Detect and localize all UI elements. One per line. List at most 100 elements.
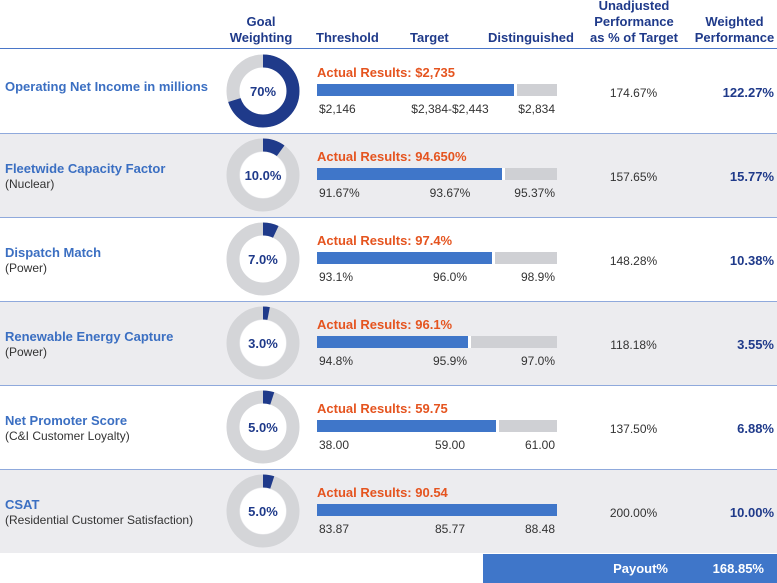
weighted-performance: 15.77%	[729, 169, 774, 184]
weighting-donut	[226, 306, 300, 380]
target-value: 95.9%	[432, 354, 468, 368]
header-distinguished: Distinguished	[488, 30, 574, 45]
result-bar-fill	[317, 168, 502, 180]
metric-subtitle: (Nuclear)	[5, 177, 55, 191]
unadjusted-performance: 174.67%	[609, 86, 658, 100]
result-bar-gap	[502, 168, 505, 180]
unadjusted-performance: 118.18%	[610, 338, 657, 352]
threshold-value: 94.8%	[319, 354, 354, 368]
header-threshold: Threshold	[316, 30, 379, 45]
weighting-value: 70%	[249, 84, 277, 99]
distinguished-value: $2,834	[518, 102, 555, 116]
result-bar-fill	[317, 504, 557, 516]
weighting-value: 10.0%	[244, 168, 282, 183]
result-bar-fill	[317, 420, 496, 432]
metric-name: Fleetwide Capacity Factor	[5, 161, 166, 176]
header-unadjusted: Unadjusted Performance as % of Target	[584, 0, 684, 46]
row-separator	[0, 301, 777, 302]
donut-weighting-arc	[226, 222, 300, 296]
weighted-performance: 3.55%	[737, 337, 774, 352]
weighting-donut	[226, 474, 300, 548]
distinguished-value: 88.48	[524, 522, 555, 536]
weighted-performance: 6.88%	[737, 421, 774, 436]
actual-results: Actual Results: 96.1%	[317, 317, 453, 332]
donut-center	[240, 68, 286, 114]
unadjusted-performance: 157.65%	[609, 170, 658, 184]
header-unadjusted-line1: Unadjusted	[598, 0, 670, 13]
weighting-donut	[226, 54, 300, 128]
metric-name: Dispatch Match	[5, 245, 102, 260]
target-value: 85.77	[434, 522, 466, 536]
metric-name: CSAT	[5, 497, 40, 512]
weighted-performance: 122.27%	[722, 85, 774, 100]
header-rule	[0, 48, 777, 49]
result-bar-fill	[317, 84, 514, 96]
actual-results: Actual Results: $2,735	[317, 65, 456, 80]
payout-value: 168.85%	[712, 561, 764, 576]
result-bar-gap	[496, 420, 499, 432]
actual-results: Actual Results: 94.650%	[317, 149, 467, 164]
header-goal-weighting: Goal Weighting	[222, 14, 300, 46]
weighted-performance: 10.00%	[729, 505, 774, 520]
distinguished-value: 95.37%	[514, 186, 555, 200]
header-goal-line1: Goal	[246, 14, 276, 29]
threshold-value: $2,146	[319, 102, 356, 116]
result-bar-gap	[514, 84, 517, 96]
donut-center	[240, 488, 286, 534]
result-bar-gap	[492, 252, 495, 264]
header-unadjusted-line3: as % of Target	[590, 30, 678, 45]
header-target: Target	[410, 30, 449, 45]
header-weighted-line2: Performance	[694, 30, 775, 45]
donut-center	[240, 236, 286, 282]
metric-subtitle: (Residential Customer Satisfaction)	[5, 513, 194, 527]
donut-weighting-arc	[226, 54, 300, 128]
threshold-value: 91.67%	[319, 186, 360, 200]
row-separator	[0, 217, 777, 218]
header-goal-line2: Weighting	[229, 30, 293, 45]
payout-label: Payout%	[613, 561, 668, 576]
result-bar-fill	[317, 252, 492, 264]
actual-results: Actual Results: 59.75	[317, 401, 448, 416]
result-bar-gap	[468, 336, 471, 348]
metric-subtitle: (Power)	[5, 261, 48, 275]
header-weighted-line1: Weighted	[705, 14, 764, 29]
actual-results: Actual Results: 97.4%	[317, 233, 453, 248]
unadjusted-performance: 137.50%	[609, 422, 658, 436]
metric-name: Operating Net Income in millions	[5, 79, 208, 94]
weighting-value: 7.0%	[248, 252, 278, 267]
donut-center	[240, 404, 286, 450]
target-value: 93.67%	[429, 186, 471, 200]
metric-name: Net Promoter Score	[5, 413, 128, 428]
result-bar-fill	[317, 336, 468, 348]
weighting-value: 5.0%	[248, 504, 278, 519]
distinguished-value: 97.0%	[520, 354, 555, 368]
donut-weighting-arc	[226, 138, 300, 212]
header-weighted: Weighted Performance	[692, 14, 777, 46]
weighting-value: 5.0%	[248, 420, 278, 435]
metric-subtitle: (Power)	[5, 345, 48, 359]
target-value: 96.0%	[432, 270, 468, 284]
donut-weighting-arc	[226, 390, 300, 464]
donut-weighting-arc	[226, 474, 300, 548]
unadjusted-performance: 200.00%	[609, 506, 658, 520]
weighting-donut	[226, 138, 300, 212]
threshold-value: 38.00	[319, 438, 350, 452]
row-separator	[0, 133, 777, 134]
donut-weighting-arc	[226, 306, 300, 380]
donut-center	[240, 320, 286, 366]
actual-results: Actual Results: 90.54	[317, 485, 448, 500]
threshold-value: 93.1%	[319, 270, 354, 284]
threshold-value: 83.87	[319, 522, 350, 536]
weighted-performance: 10.38%	[729, 253, 774, 268]
header-unadjusted-line2: Performance	[594, 14, 674, 29]
weighting-donut	[226, 222, 300, 296]
distinguished-value: 98.9%	[520, 270, 555, 284]
row-separator	[0, 385, 777, 386]
unadjusted-performance: 148.28%	[609, 254, 658, 268]
row-separator	[0, 469, 777, 470]
weighting-value: 3.0%	[248, 336, 278, 351]
distinguished-value: 61.00	[524, 438, 555, 452]
weighting-donut	[226, 390, 300, 464]
donut-center	[240, 152, 286, 198]
payout-bar	[483, 554, 777, 583]
